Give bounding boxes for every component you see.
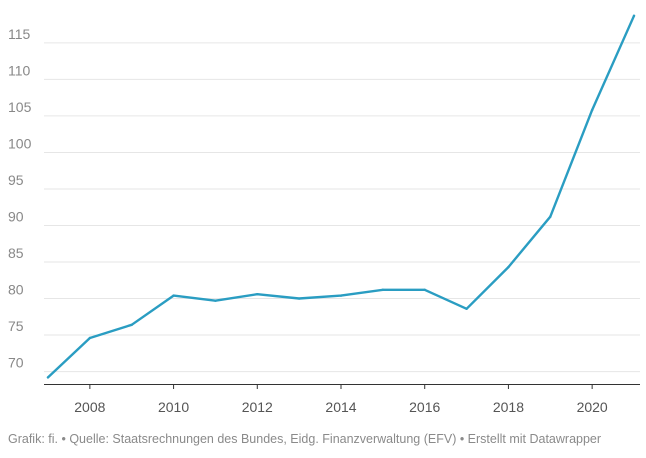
y-axis-ticks: 70 75 80 85 90 95 100 105 110 115	[8, 26, 32, 371]
y-tick-label-105: 105	[8, 99, 32, 115]
y-tick-label-85: 85	[8, 245, 24, 261]
x-tick-label-2010: 2010	[158, 399, 189, 415]
data-point-2010	[172, 294, 175, 297]
data-point-2011	[214, 299, 217, 302]
data-point-2015	[381, 288, 385, 291]
y-tick-label-70: 70	[8, 355, 24, 371]
data-point-2013	[297, 297, 301, 300]
data-point-2021	[632, 14, 636, 18]
data-point-2018	[507, 265, 510, 269]
data-point-2016	[423, 288, 426, 291]
data-point-2009	[130, 323, 133, 327]
y-tick-label-110: 110	[8, 62, 31, 78]
data-point-2020	[590, 108, 594, 112]
gridlines	[44, 42, 640, 373]
series-line-0	[46, 14, 636, 379]
chart-footer-credit: Grafik: fi. • Quelle: Staatsrechnungen d…	[8, 432, 602, 446]
x-axis: 2008 2010 2012 2014 2016 2018 2020	[44, 384, 640, 415]
x-tick-label-2020: 2020	[577, 399, 608, 415]
data-point-2017	[465, 307, 468, 310]
x-tick-label-2008: 2008	[74, 399, 105, 415]
y-tick-label-75: 75	[8, 318, 24, 334]
x-tick-label-2014: 2014	[325, 399, 356, 415]
x-tick-label-2012: 2012	[242, 399, 273, 415]
x-tick-label-2018: 2018	[493, 399, 524, 415]
y-tick-label-95: 95	[8, 172, 24, 188]
data-point-2014	[339, 294, 343, 297]
y-tick-label-100: 100	[8, 135, 32, 151]
y-tick-label-115: 115	[8, 26, 31, 42]
data-point-2008	[88, 336, 92, 340]
y-tick-label-90: 90	[8, 208, 24, 224]
data-point-2007	[46, 376, 50, 379]
y-tick-label-80: 80	[8, 282, 24, 298]
series-layer	[46, 14, 636, 379]
data-point-2012	[256, 292, 259, 296]
line-chart: 70 75 80 85 90 95 100 105 110 115 2008 2010 2012 201…	[8, 14, 640, 415]
x-tick-label-2016: 2016	[409, 399, 440, 415]
data-point-2019	[549, 215, 552, 218]
